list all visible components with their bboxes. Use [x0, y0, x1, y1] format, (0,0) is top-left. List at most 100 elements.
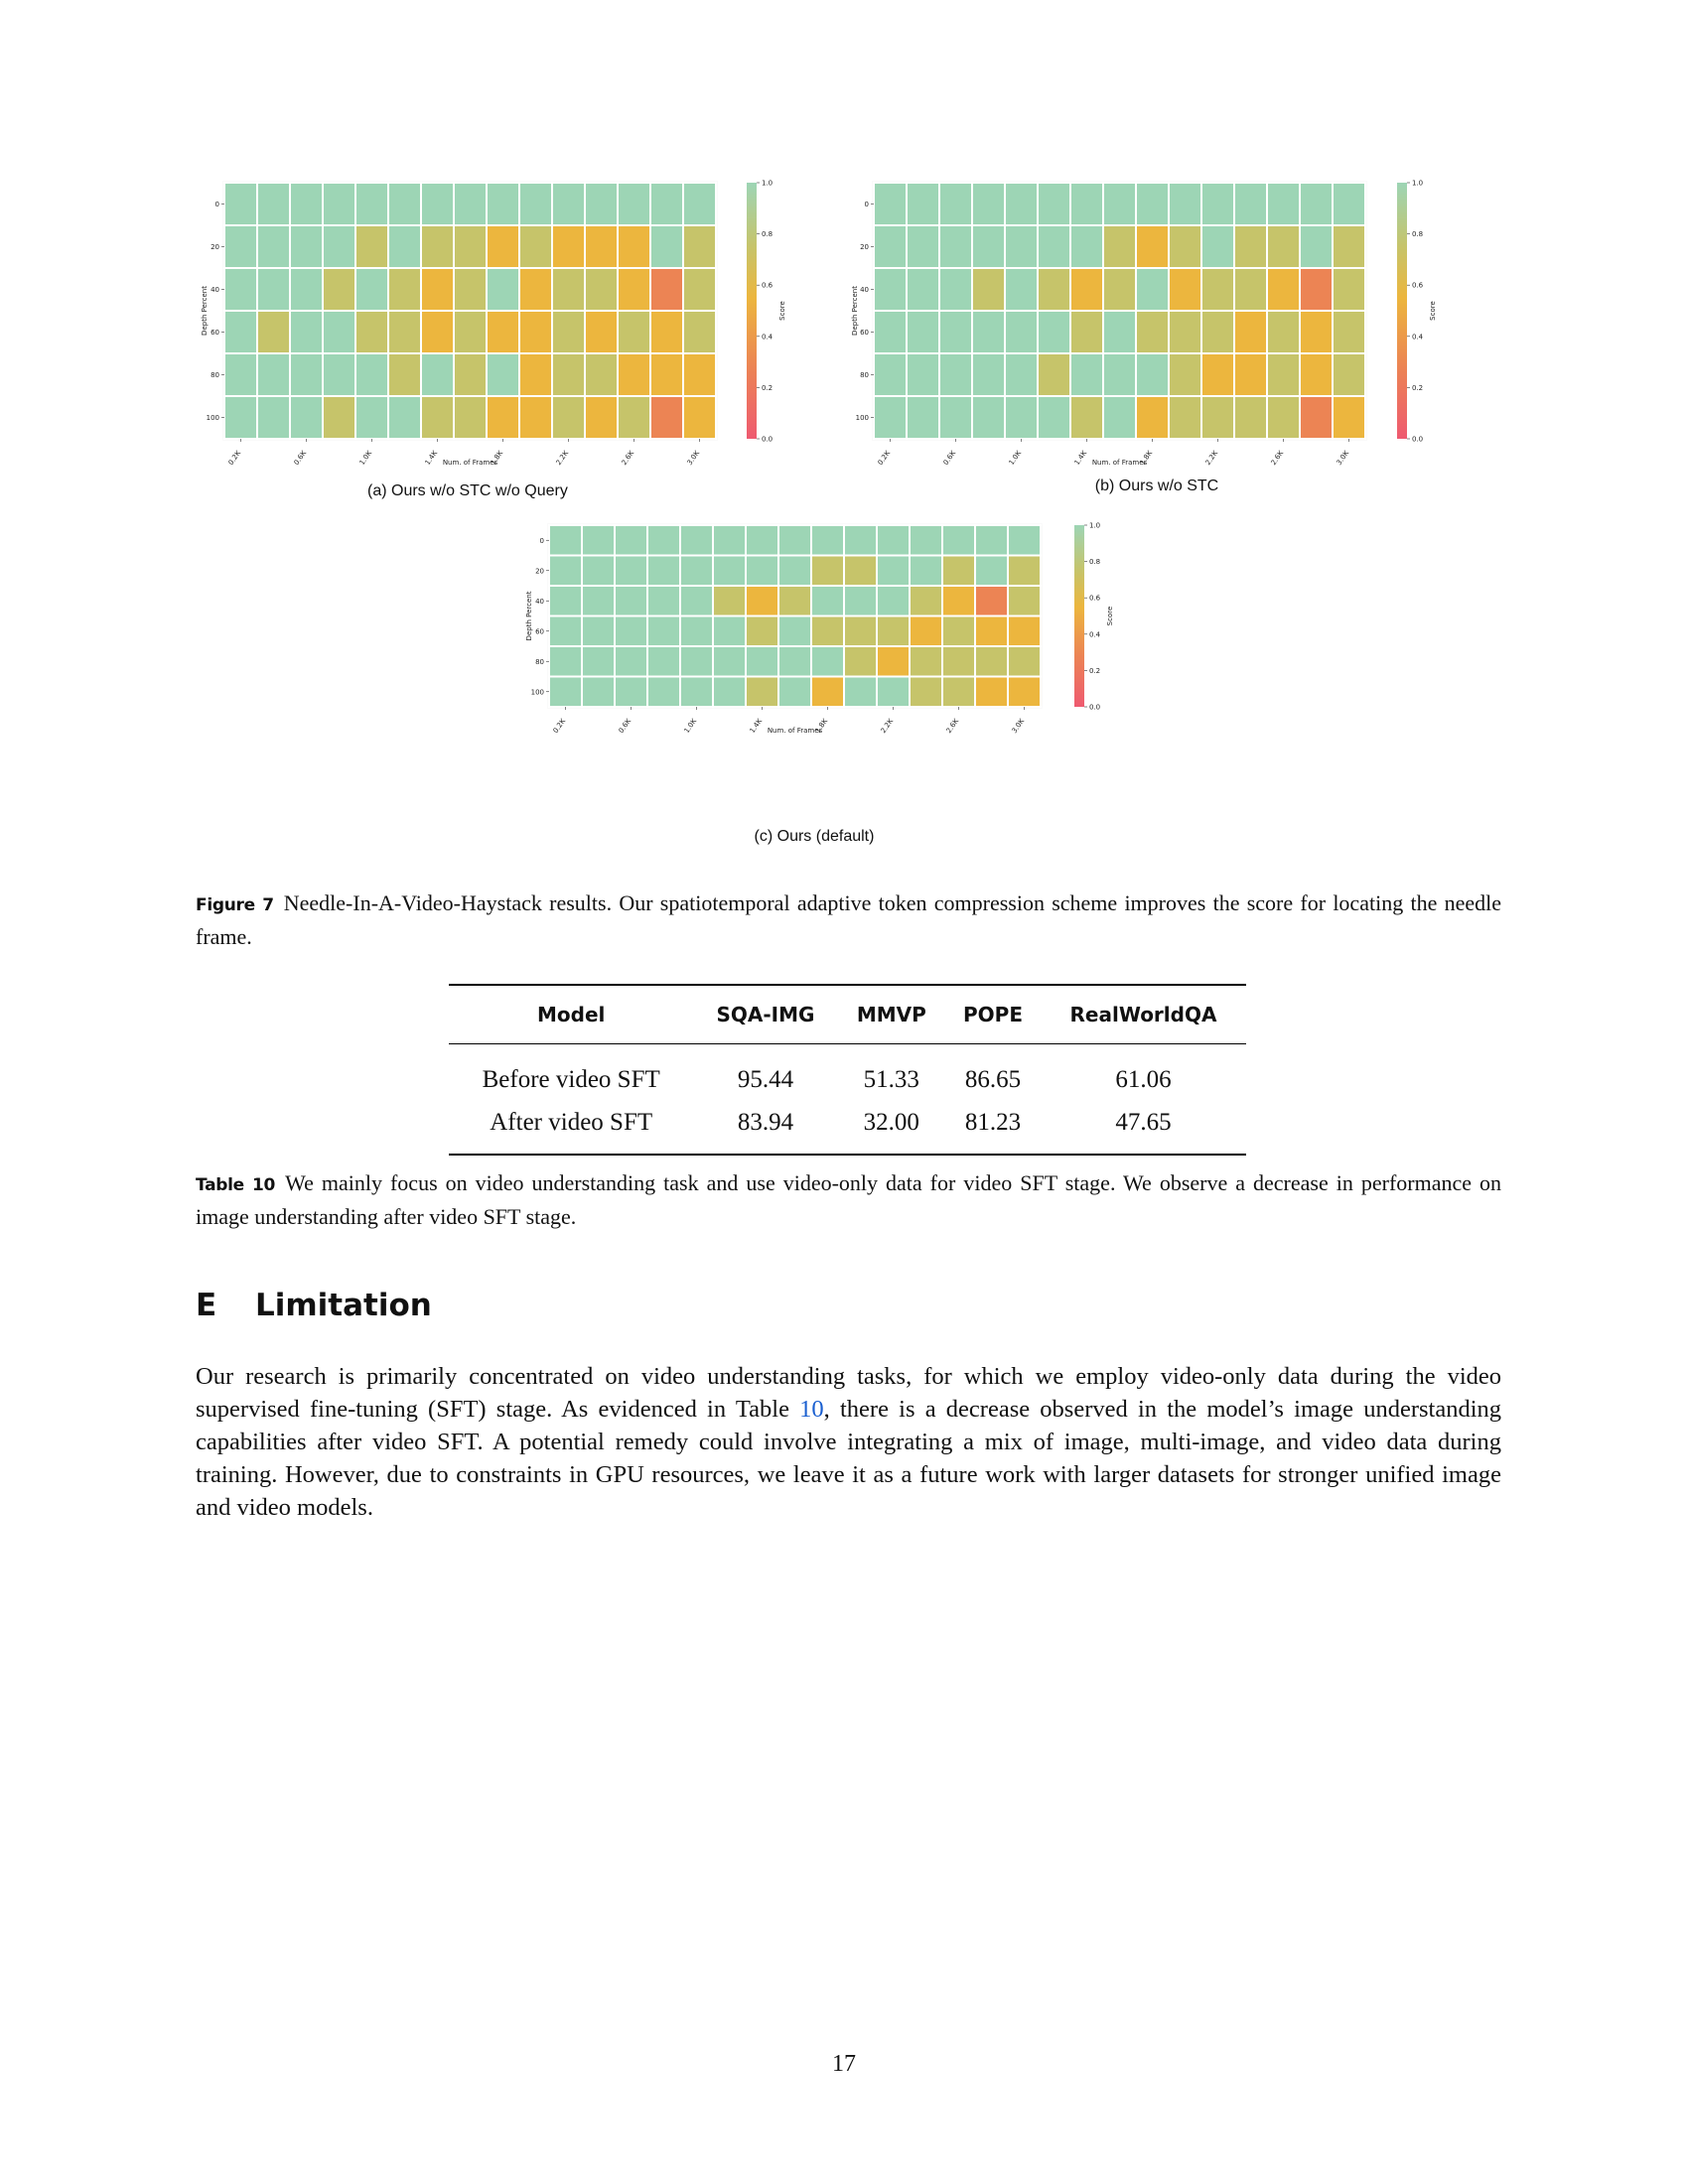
- heatmap-cell: [1200, 395, 1235, 440]
- heatmap-cell: [614, 645, 648, 678]
- table-reference-link[interactable]: 10: [799, 1396, 824, 1423]
- heatmap-cell: [223, 182, 258, 226]
- heatmap-cell: [1102, 224, 1137, 269]
- heatmap-cell: [223, 352, 258, 397]
- heatmap-cell: [777, 614, 812, 647]
- heatmap-cell: [1037, 224, 1071, 269]
- heatmap-cell: [777, 524, 812, 557]
- x-tick-label: 2.6K: [621, 449, 636, 467]
- x-tick-label: 1.0K: [683, 717, 699, 735]
- heatmap-cell: [289, 224, 324, 269]
- paragraph-text-before: Our research is primarily concentrated o…: [196, 1363, 1501, 1423]
- heatmap-cell: [682, 310, 717, 354]
- heatmap-cell: [1037, 310, 1071, 354]
- y-tick-label: 40: [535, 598, 544, 606]
- heatmap-cell: [938, 310, 973, 354]
- heatmap-cell: [1007, 524, 1042, 557]
- heatmap-cell: [551, 182, 586, 226]
- colorbar-tick-label: 0.4: [762, 333, 774, 341]
- colorbar-tick-label: 0.0: [762, 436, 773, 444]
- heatmap-cells: [223, 182, 717, 440]
- heatmap-cell: [1200, 352, 1235, 397]
- heatmap-cell: [548, 585, 583, 617]
- table-header-row: Model SQA-IMG MMVP POPE RealWorldQA: [449, 985, 1246, 1044]
- heatmap-cell: [518, 267, 553, 312]
- heatmap-cell: [1168, 352, 1202, 397]
- y-tick-label: 100: [856, 414, 869, 422]
- subcaption-c: (c) Ours (default): [754, 828, 875, 845]
- heatmap-cell: [876, 675, 911, 708]
- colorbar-tick-label: 0.8: [1089, 558, 1100, 566]
- results-table: Model SQA-IMG MMVP POPE RealWorldQA Befo…: [449, 984, 1246, 1156]
- heatmap-cell: [1007, 585, 1042, 617]
- heatmap-cell: [682, 395, 717, 440]
- heatmap-cell: [387, 182, 422, 226]
- heatmap-cell: [938, 352, 973, 397]
- y-tick-label: 20: [860, 243, 869, 251]
- heatmap-cell: [873, 224, 908, 269]
- heatmap-cell: [518, 224, 553, 269]
- col-header-model: Model: [449, 985, 694, 1044]
- paragraph-text-after: , there is a decrease observed in the mo…: [196, 1396, 1502, 1521]
- heatmap-cell: [1069, 310, 1104, 354]
- heatmap-cell: [1069, 182, 1104, 226]
- y-tick-label: 0: [865, 201, 869, 208]
- heatmap-cell: [581, 524, 616, 557]
- heatmap-cell: [486, 182, 520, 226]
- heatmap-cell: [420, 224, 455, 269]
- heatmap-cell: [581, 645, 616, 678]
- heatmap-cell: [387, 267, 422, 312]
- heatmap-cell: [1233, 224, 1268, 269]
- heatmap-cell: [906, 267, 940, 312]
- heatmap-cell: [1168, 182, 1202, 226]
- heatmap-cell: [712, 645, 747, 678]
- colorbar-tick-label: 0.0: [1412, 436, 1423, 444]
- heatmap-cell: [1135, 352, 1170, 397]
- heatmap-cell: [906, 310, 940, 354]
- heatmap-cell: [745, 675, 779, 708]
- heatmap-cell: [1200, 224, 1235, 269]
- heatmap-cell: [1102, 310, 1137, 354]
- heatmap-cell: [843, 645, 878, 678]
- heatmap-cell: [453, 182, 488, 226]
- heatmap-cell: [453, 310, 488, 354]
- x-tick-label: 1.4K: [424, 449, 440, 467]
- heatmap-cell: [843, 554, 878, 587]
- x-tick-label: 2.6K: [1270, 449, 1286, 467]
- heatmap-cell: [518, 310, 553, 354]
- heatmap-cell: [256, 395, 291, 440]
- heatmap-cell: [974, 675, 1009, 708]
- heatmap-cell: [1102, 182, 1137, 226]
- heatmap-cell: [909, 614, 943, 647]
- heatmap-cell: [646, 645, 681, 678]
- heatmap-cell: [453, 267, 488, 312]
- y-axis-label: Depth Percent: [201, 286, 209, 336]
- x-tick-label: 2.2K: [880, 717, 896, 735]
- heatmap-cell: [453, 352, 488, 397]
- heatmap-cell: [1069, 224, 1104, 269]
- heatmap-cell: [679, 614, 714, 647]
- heatmap-cell: [974, 614, 1009, 647]
- x-tick-label: 0.6K: [942, 449, 958, 467]
- heatmap-cell: [971, 182, 1006, 226]
- heatmap-cell: [617, 310, 651, 354]
- heatmap-cell: [873, 352, 908, 397]
- heatmap-cell: [682, 267, 717, 312]
- x-tick-label: 2.6K: [945, 717, 961, 735]
- heatmap-cell: [1135, 267, 1170, 312]
- heatmap-cell: [971, 352, 1006, 397]
- heatmap-cell: [909, 585, 943, 617]
- heatmap-cell: [974, 554, 1009, 587]
- heatmap-cell: [810, 614, 845, 647]
- heatmap-cell: [1069, 352, 1104, 397]
- heatmap-cell: [941, 614, 976, 647]
- heatmap-cell: [682, 352, 717, 397]
- y-tick-label: 80: [860, 371, 869, 379]
- heatmap-cell: [646, 585, 681, 617]
- heatmap-cell: [1069, 395, 1104, 440]
- heatmap-cell: [223, 310, 258, 354]
- heatmap-cell: [584, 352, 619, 397]
- colorbar-tick-label: 0.6: [1089, 595, 1101, 603]
- heatmap-cell: [1037, 395, 1071, 440]
